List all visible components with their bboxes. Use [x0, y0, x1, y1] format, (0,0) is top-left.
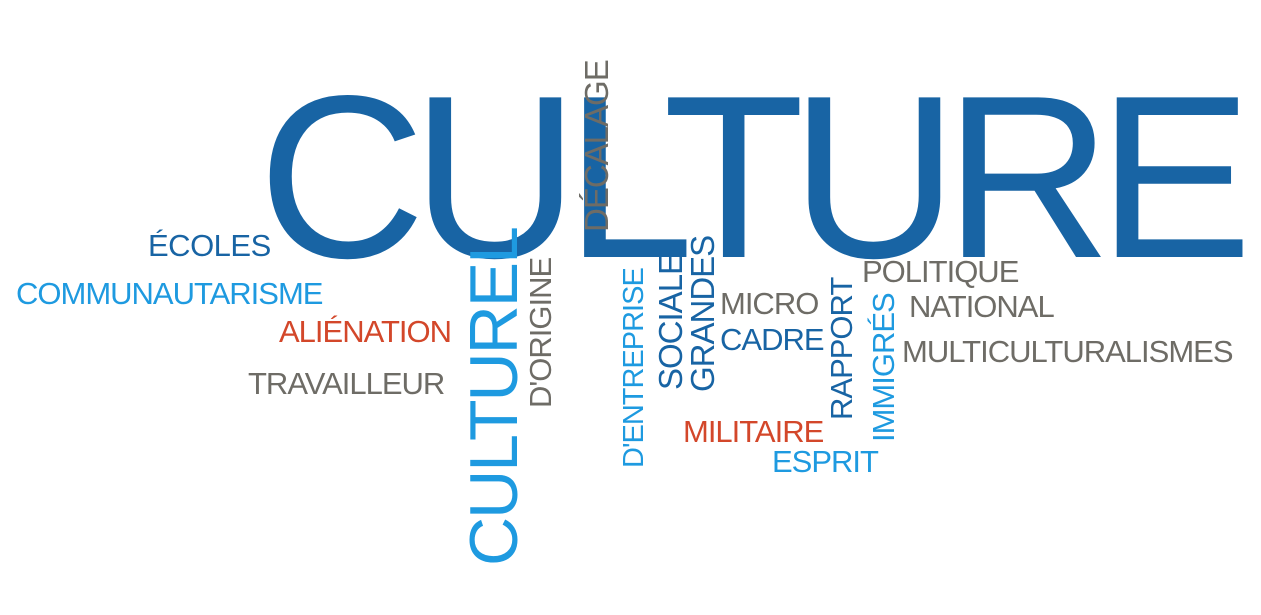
word-culture: CULTURE	[258, 48, 1252, 307]
word-micro: MICRO	[720, 286, 819, 321]
word-travailleur: TRAVAILLEUR	[248, 366, 445, 401]
word-sociale: SOCIALE	[652, 253, 689, 390]
word-politique: POLITIQUE	[862, 254, 1019, 289]
word-national: NATIONAL	[909, 289, 1055, 324]
word-dentreprise: D'ENTREPRISE	[618, 268, 650, 468]
word-militaire: MILITAIRE	[683, 414, 824, 449]
word-grandes: GRANDES	[684, 235, 721, 392]
word-communautarisme: COMMUNAUTARISME	[16, 276, 323, 311]
word-rapport: RAPPORT	[824, 277, 859, 420]
word-ecoles: ÉCOLES	[148, 228, 271, 263]
word-multiculturalismes: MULTICULTURALISMES	[902, 334, 1234, 369]
word-culturel: CULTUREL	[456, 228, 532, 566]
word-esprit: ESPRIT	[772, 444, 879, 479]
word-decalage: DÉCALAGE	[578, 60, 615, 232]
word-cadre: CADRE	[720, 322, 825, 357]
word-dorigine: D'ORIGINE	[523, 257, 558, 408]
word-alienation: ALIÉNATION	[279, 314, 452, 349]
word-immigres: IMMIGRÉS	[866, 293, 901, 442]
